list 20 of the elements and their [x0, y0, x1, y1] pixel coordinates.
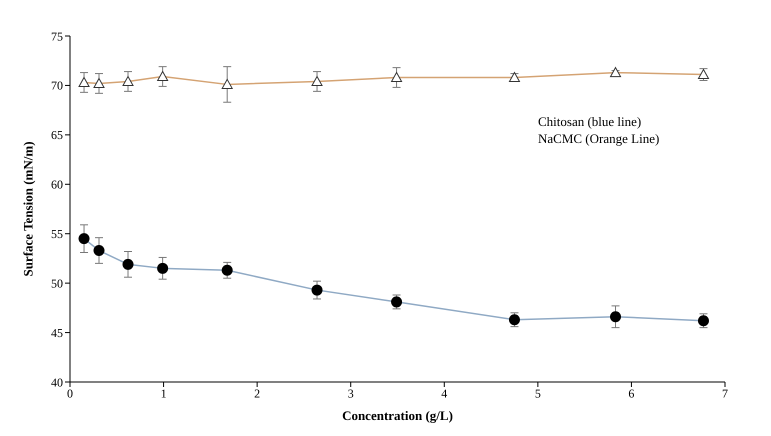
- y-tick-label: 50: [51, 276, 63, 290]
- x-tick-label: 3: [348, 386, 354, 401]
- x-tick-label: 1: [160, 386, 167, 401]
- x-tick-label: 2: [254, 386, 260, 401]
- annotation: NaCMC (Orange Line): [538, 130, 660, 147]
- x-tick-label: 6: [628, 386, 634, 401]
- x-tick-label: 5: [534, 386, 541, 401]
- y-tick-label: 40: [51, 375, 63, 390]
- x-tick-label: 4: [441, 386, 448, 401]
- y-tick-label: 70: [51, 78, 63, 93]
- x-tick-label: 7: [722, 386, 728, 401]
- annotation: Chitosan (blue line): [538, 113, 642, 130]
- y-axis-title: Surface Tension (mN/m): [20, 141, 36, 277]
- y-tick-label: 55: [51, 226, 63, 241]
- y-tick-label: 65: [51, 128, 63, 142]
- x-tick-label: 0: [67, 386, 73, 401]
- y-tick-label: 45: [51, 326, 63, 340]
- y-tick-label: 60: [51, 178, 63, 192]
- y-tick-label: 75: [51, 29, 63, 44]
- x-axis-title: Concentration (g/L): [342, 408, 453, 423]
